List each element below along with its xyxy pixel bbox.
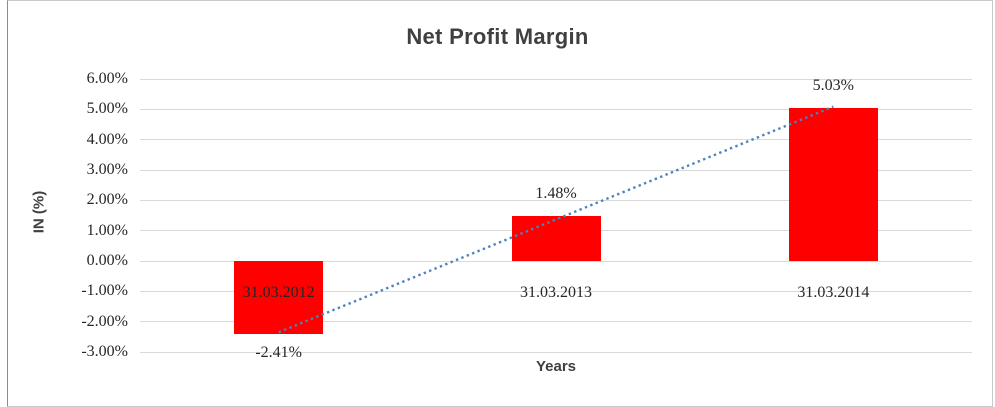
data-label: -2.41% (255, 344, 302, 362)
chart-title: Net Profit Margin (406, 24, 589, 49)
data-label: 1.48% (535, 185, 577, 203)
y-tick-label: -2.00% (81, 312, 128, 330)
gridline (140, 351, 972, 353)
data-label: 5.03% (812, 77, 854, 95)
category-label: 31.03.2013 (519, 284, 592, 301)
y-tick-label: 0.00% (86, 252, 128, 269)
category-label: 31.03.2012 (242, 284, 315, 301)
gridline (140, 78, 972, 80)
y-tick-label: 1.00% (86, 221, 128, 239)
y-tick-label: 6.00% (86, 70, 128, 87)
y-tick-label: 5.00% (86, 100, 128, 118)
bar-31-03-2014 (788, 108, 878, 261)
y-tick-label: 3.00% (86, 161, 128, 178)
y-tick-label: 2.00% (86, 191, 128, 209)
bar-31-03-2013 (511, 216, 601, 261)
y-tick-label: -1.00% (81, 282, 128, 300)
x-axis-title: Years (535, 358, 577, 375)
y-tick-label: -3.00% (81, 343, 128, 360)
y-tick-label: 4.00% (86, 130, 128, 148)
category-label: 31.03.2014 (797, 284, 870, 301)
